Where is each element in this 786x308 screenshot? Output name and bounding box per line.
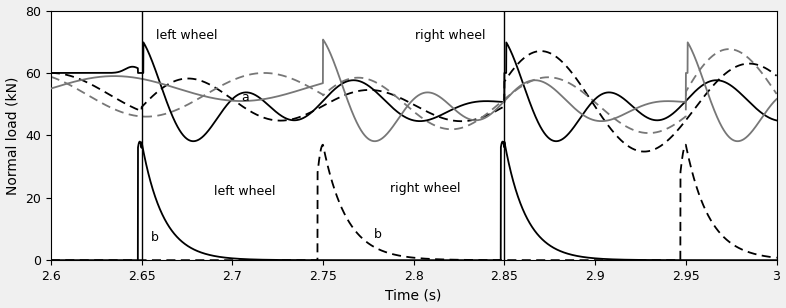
Text: a: a: [241, 91, 249, 104]
Text: right wheel: right wheel: [415, 29, 485, 42]
X-axis label: Time (s): Time (s): [385, 289, 442, 302]
Text: left wheel: left wheel: [156, 29, 218, 42]
Text: left wheel: left wheel: [214, 184, 276, 198]
Text: b: b: [374, 228, 382, 241]
Text: b: b: [151, 231, 159, 245]
Y-axis label: Normal load (kN): Normal load (kN): [6, 76, 20, 195]
Text: right wheel: right wheel: [390, 181, 461, 195]
